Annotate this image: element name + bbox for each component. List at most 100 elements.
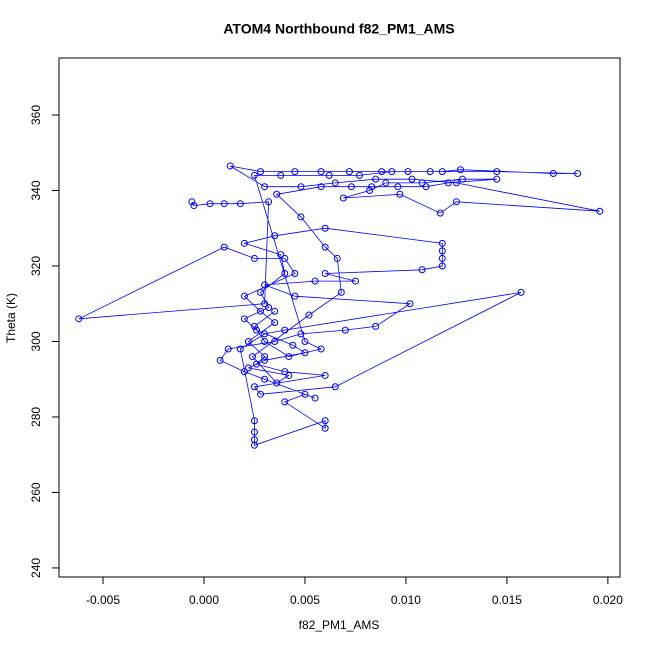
point (250, 322, 258, 330)
point (305, 311, 313, 319)
point (273, 379, 281, 387)
point (206, 200, 214, 208)
point (297, 183, 305, 191)
point (382, 179, 390, 187)
point (240, 239, 248, 247)
point (281, 270, 289, 278)
point (244, 337, 252, 345)
point (388, 168, 396, 176)
point (493, 175, 501, 183)
point (317, 345, 325, 353)
point (574, 170, 582, 178)
y-tick-label: 320 (29, 256, 43, 276)
point (291, 168, 299, 176)
point (190, 202, 198, 210)
point (321, 224, 329, 232)
point (261, 353, 269, 361)
point (281, 398, 289, 406)
point (220, 243, 228, 251)
point (261, 183, 269, 191)
point (226, 162, 234, 170)
point (281, 326, 289, 334)
series-line (78, 165, 600, 446)
point (289, 341, 297, 349)
point (261, 337, 269, 345)
point (240, 292, 248, 300)
point (333, 254, 341, 262)
point (438, 247, 446, 255)
point (517, 288, 525, 296)
point (257, 168, 265, 176)
point (236, 345, 244, 353)
point (188, 198, 196, 206)
point (331, 179, 339, 187)
point (240, 368, 248, 376)
x-tick-label: -0.005 (86, 593, 120, 607)
point (418, 266, 426, 274)
point (253, 360, 261, 368)
point (368, 183, 376, 191)
point (321, 417, 329, 425)
point (337, 288, 345, 296)
point (273, 190, 281, 198)
point (261, 375, 269, 383)
point (404, 168, 412, 176)
x-tick-label: 0.020 (593, 593, 623, 607)
point (250, 417, 258, 425)
x-tick-label: 0.005 (290, 593, 320, 607)
point (281, 254, 289, 262)
point (452, 179, 460, 187)
point (297, 330, 305, 338)
point (438, 262, 446, 270)
point (277, 171, 285, 179)
point (265, 303, 273, 311)
point (244, 364, 252, 372)
point (549, 170, 557, 178)
point (438, 168, 446, 176)
point (250, 171, 258, 179)
point (372, 322, 380, 330)
point (347, 183, 355, 191)
point (406, 300, 414, 308)
x-tick-label: 0.015 (492, 593, 522, 607)
point (456, 166, 464, 174)
point (220, 200, 228, 208)
point (271, 337, 279, 345)
point (438, 239, 446, 247)
point (297, 213, 305, 221)
point (265, 198, 273, 206)
point (250, 254, 258, 262)
point (236, 200, 244, 208)
point (426, 168, 434, 176)
point (277, 251, 285, 259)
point (321, 270, 329, 278)
point (458, 175, 466, 183)
point (224, 345, 232, 353)
point (325, 171, 333, 179)
point (422, 183, 430, 191)
point (493, 168, 501, 176)
point (321, 424, 329, 432)
point (331, 383, 339, 391)
point (291, 292, 299, 300)
point (250, 383, 258, 391)
point (257, 307, 265, 315)
y-tick-label: 240 (29, 558, 43, 578)
point (339, 194, 347, 202)
y-tick-label: 260 (29, 482, 43, 502)
point (261, 281, 269, 289)
point (261, 300, 269, 308)
point (444, 179, 452, 187)
point (311, 277, 319, 285)
point (301, 390, 309, 398)
point (418, 179, 426, 187)
point (345, 168, 353, 176)
point (596, 207, 604, 215)
point (271, 232, 279, 240)
point (436, 209, 444, 217)
point (366, 186, 374, 194)
x-tick-label: 0.000 (189, 593, 219, 607)
y-tick-label: 360 (29, 105, 43, 125)
